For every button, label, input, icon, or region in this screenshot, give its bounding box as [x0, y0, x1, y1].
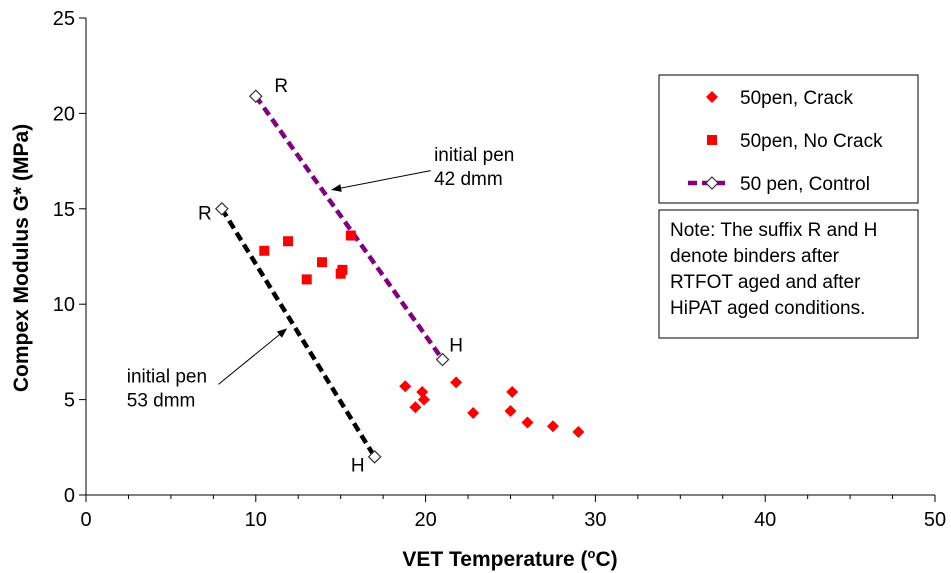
y-tick-label: 20 [53, 103, 75, 125]
point-label: R [274, 76, 288, 97]
data-point [450, 376, 463, 389]
series-line-3 [219, 207, 377, 459]
point-label: R [198, 204, 212, 225]
data-point [337, 264, 348, 275]
data-point [546, 420, 559, 433]
data-point [521, 416, 534, 429]
x-tick-label: 50 [924, 509, 946, 531]
data-point [317, 257, 328, 268]
x-tick-label: 40 [754, 509, 776, 531]
data-point [504, 405, 517, 418]
legend-label: 50 pen, Control [740, 174, 870, 195]
legend-label: 50pen, No Crack [740, 131, 883, 152]
point-label: H [449, 335, 463, 356]
data-point [301, 274, 312, 285]
data-point [345, 230, 356, 241]
annotation-arrow [331, 170, 431, 192]
annotation-text: 42 dmm [434, 169, 503, 190]
y-tick-label: 25 [53, 8, 75, 30]
legend-item: 50pen, Crack [706, 88, 854, 109]
annotation-text: initial pen [127, 366, 207, 387]
data-point [572, 426, 585, 439]
axes: 0 5 10 15 20 25 0 10 20 30 40 50 [53, 8, 946, 531]
data-point [506, 385, 519, 398]
y-axis-title: Compex Modulus G* (MPa) [10, 124, 33, 392]
legend-marker [706, 91, 718, 103]
annotations: initial pen 42 dmm initial pen 53 dmm [127, 145, 515, 411]
annotation: initial pen 42 dmm [331, 145, 514, 192]
x-tick-label: 0 [80, 509, 91, 531]
legend-label: 50pen, Crack [740, 88, 854, 109]
point-labels: R H R H [198, 76, 463, 477]
data-point [259, 245, 270, 256]
data-point [283, 236, 294, 247]
legend-item: 50pen, No Crack [707, 131, 883, 152]
x-tick-label: 30 [584, 509, 606, 531]
annotation: initial pen 53 dmm [127, 328, 288, 411]
note-line: denote binders after [670, 246, 840, 267]
series-lines [219, 94, 445, 459]
annotation-text: initial pen [434, 145, 514, 166]
y-tick-label: 15 [53, 199, 75, 221]
data-point [399, 380, 412, 393]
x-tick-label: 10 [245, 509, 267, 531]
note-box: Note: The suffix R and H denote binders a… [658, 209, 919, 339]
x-axis-title: VET Temperature (oC) [402, 546, 617, 571]
y-tick-label: 10 [53, 294, 75, 316]
y-tick-label: 0 [64, 485, 75, 507]
data-points [214, 89, 585, 464]
note-line: HiPAT aged conditions. [670, 298, 865, 319]
data-point [417, 393, 430, 406]
annotation-text: 53 dmm [127, 390, 196, 411]
data-point [367, 449, 382, 464]
x-tick-label: 20 [414, 509, 436, 531]
note-line: RTFOT aged and after [670, 272, 861, 293]
data-point [409, 401, 422, 414]
data-point [467, 406, 480, 419]
point-label: H [351, 455, 365, 476]
legend-item: 50 pen, Control [688, 174, 870, 195]
data-point [435, 352, 450, 367]
y-tick-label: 5 [64, 390, 75, 412]
series-line-2 [253, 94, 445, 361]
legend-marker [705, 176, 719, 190]
data-point [214, 201, 229, 216]
legend-marker [707, 135, 717, 145]
annotation-arrow [218, 328, 288, 385]
note-line: Note: The suffix R and H [670, 220, 877, 241]
legend: 50pen, Crack 50pen, No Crack 50 pen, Contr… [658, 74, 919, 204]
data-point [248, 89, 263, 104]
